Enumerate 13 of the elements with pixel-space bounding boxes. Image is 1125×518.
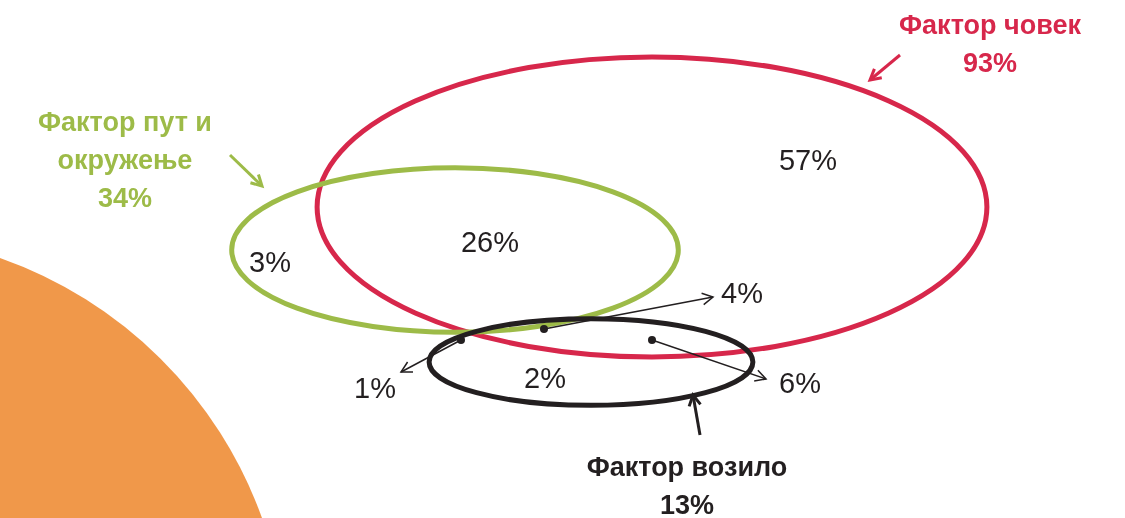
- category-label: Фактор возило: [586, 452, 788, 482]
- text: 2%: [524, 362, 566, 394]
- text: 3%: [249, 246, 291, 278]
- text: 6%: [779, 367, 821, 399]
- category-label: Фактор пут и окружење: [38, 107, 212, 175]
- text: 57%: [778, 144, 838, 176]
- text: 1%: [354, 372, 396, 404]
- text: 4%: [721, 277, 763, 309]
- data-label: 93%: [962, 48, 1018, 78]
- data-label: 34%: [97, 183, 153, 213]
- text: 26%: [460, 226, 520, 258]
- category-label: Фактор човек: [899, 10, 1082, 40]
- data-label: 13%: [659, 490, 715, 518]
